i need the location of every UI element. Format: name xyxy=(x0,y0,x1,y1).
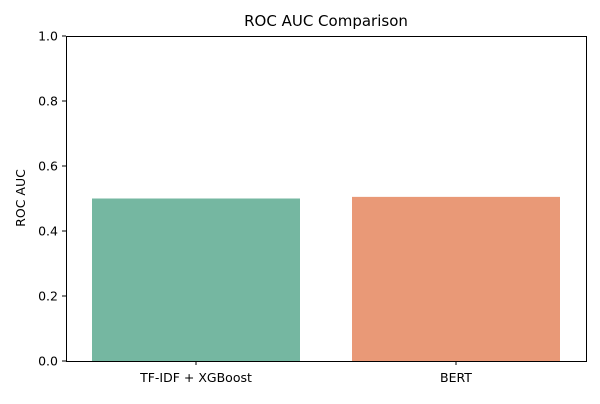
bar-1 xyxy=(352,196,560,361)
x-axis-ticks: TF-IDF + XGBoost BERT xyxy=(139,361,472,385)
y-axis-ticks: 0.0 0.2 0.4 0.6 0.8 1.0 xyxy=(38,29,66,369)
y-tick-label: 1.0 xyxy=(38,29,58,44)
x-tick-label: BERT xyxy=(440,370,472,385)
y-tick-label: 0.4 xyxy=(38,224,58,239)
bar-0 xyxy=(92,198,300,361)
chart-title: ROC AUC Comparison xyxy=(244,12,408,30)
y-tick-label: 0.6 xyxy=(38,159,58,174)
y-tick-label: 0.0 xyxy=(38,354,58,369)
y-tick-label: 0.2 xyxy=(38,289,58,304)
bars-layer xyxy=(92,196,560,361)
y-tick-label: 0.8 xyxy=(38,94,58,109)
plot-frame xyxy=(66,36,587,362)
x-tick-label: TF-IDF + XGBoost xyxy=(139,370,252,385)
y-axis-label: ROC AUC xyxy=(13,169,28,227)
